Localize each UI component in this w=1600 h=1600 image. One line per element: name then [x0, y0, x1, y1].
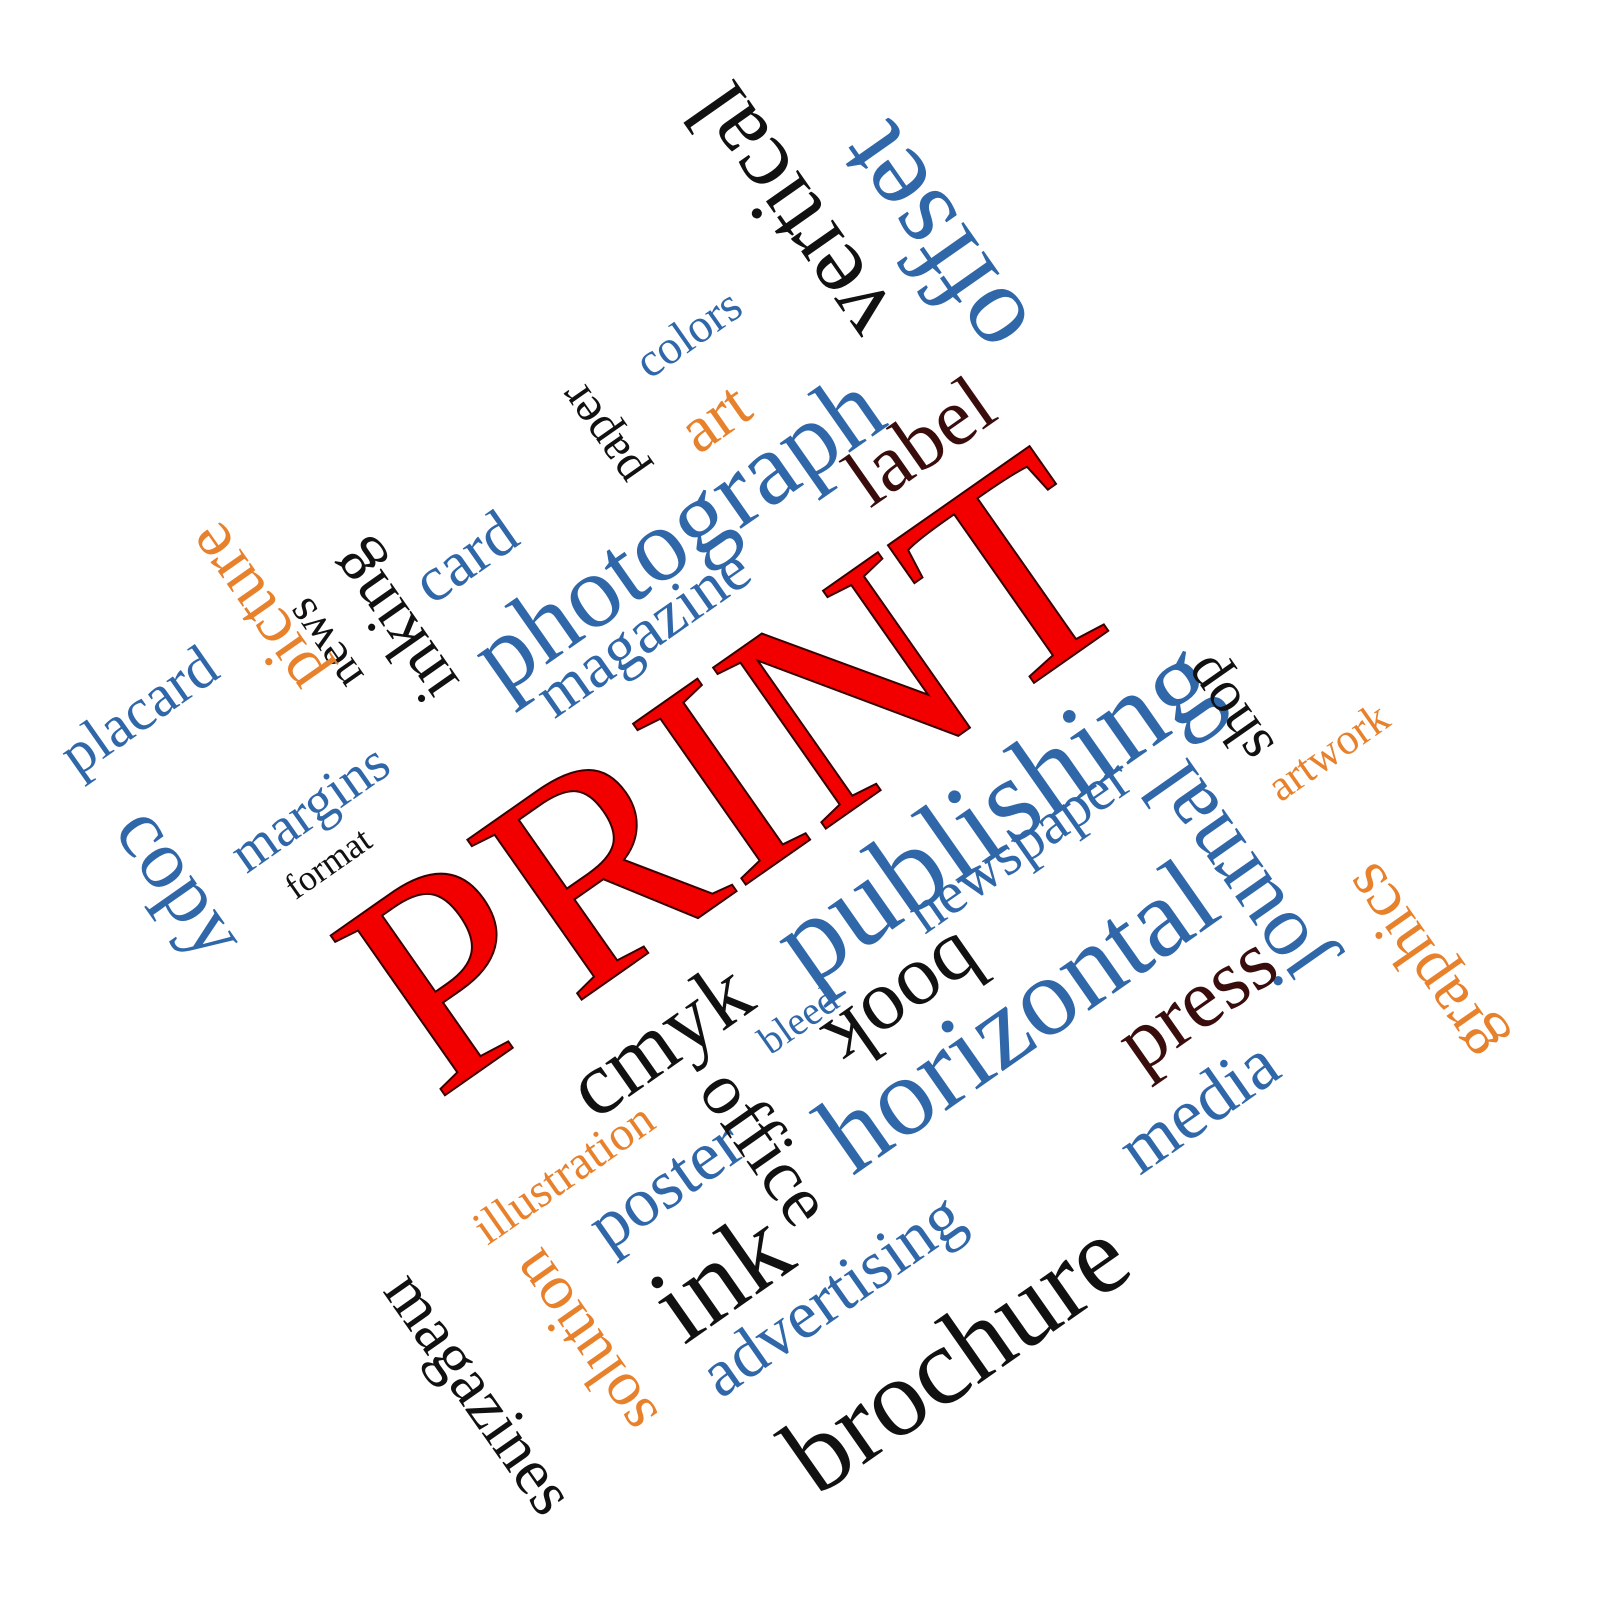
word-copy: copy [97, 788, 267, 976]
word-artwork: artwork [1258, 692, 1399, 811]
word-placard: placard [47, 632, 230, 788]
word-colors: colors [625, 278, 752, 389]
word-graphics: graphics [1327, 850, 1516, 1076]
word-paper: paper [545, 373, 656, 497]
